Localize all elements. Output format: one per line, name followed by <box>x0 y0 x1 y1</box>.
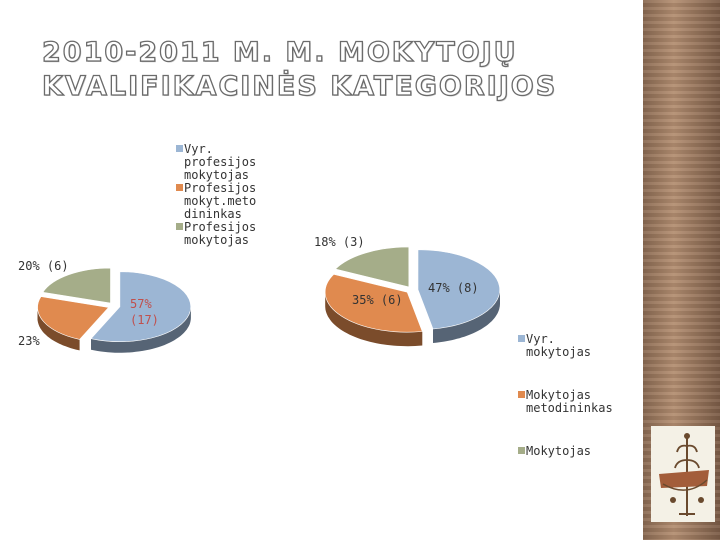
pie1-legend-label-3-line-2: mokytojas <box>184 233 249 247</box>
pie2-legend-swatch-3 <box>518 447 525 454</box>
slide-title: 2010-2011 M. M. MOKYTOJŲ KVALIFIKACINĖS … <box>41 36 602 104</box>
pie2-legend-swatch-1 <box>518 335 525 342</box>
pie2-legend-label-2-line-1: Mokytojas <box>526 388 591 402</box>
pie1-data-label-3: 20% (6) <box>18 259 69 273</box>
pie1-legend-label-1-line-3: mokytojas <box>184 168 249 182</box>
pie1-data-label-2: 23% <box>18 334 40 348</box>
pie2-data-label-3: 18% (3) <box>314 235 365 249</box>
title-line-2: KVALIFIKACINĖS KATEGORIJOS <box>41 70 558 102</box>
pie1-legend-swatch-3 <box>176 223 183 230</box>
pie2-slice-2-side <box>325 292 423 347</box>
pie1-slice-2-side <box>37 307 80 351</box>
pie1-data-label-1: 57% (17) <box>130 297 159 327</box>
pie2-slice-3 <box>334 246 410 288</box>
pie2-legend-label-3-line-1: Mokytojas <box>526 444 591 458</box>
pie1-legend-label-2-line-2: mokyt.meto <box>184 194 256 208</box>
pie1-legend-swatch-2 <box>176 184 183 191</box>
pie2-slice-1 <box>417 249 500 330</box>
pie1-legend-label-1-line-2: profesijos <box>184 155 256 169</box>
pie2-legend-label-1-line-2: mokytojas <box>526 345 591 359</box>
pie2-legend-label-1-line-1: Vyr. <box>526 332 555 346</box>
pie2-legend-label-2-line-2: metodininkas <box>526 401 613 415</box>
pie2-data-label-2: 35% (6) <box>352 293 403 307</box>
pie1-slice-1 <box>90 271 192 342</box>
pie2-slice-1-side <box>433 289 500 343</box>
pie1-slice-2 <box>37 296 110 340</box>
pie1-legend-label-2-line-1: Profesijos <box>184 181 256 195</box>
pie1-legend-label-1-line-1: Vyr. <box>184 142 213 156</box>
pie2-data-label-1: 47% (8) <box>428 281 479 295</box>
school-logo-icon <box>651 426 715 522</box>
title-line-1: 2010-2011 M. M. MOKYTOJŲ <box>41 36 518 68</box>
pie1-legend-label-3-line-1: Profesijos <box>184 220 256 234</box>
pie1-slice-1-side <box>91 306 191 353</box>
pie1-slice-3 <box>42 267 111 304</box>
pie1-legend-swatch-1 <box>176 145 183 152</box>
pie2-legend-swatch-2 <box>518 391 525 398</box>
pie1-legend-label-2-line-3: dininkas <box>184 207 242 221</box>
pie2-slice-2 <box>324 273 423 333</box>
